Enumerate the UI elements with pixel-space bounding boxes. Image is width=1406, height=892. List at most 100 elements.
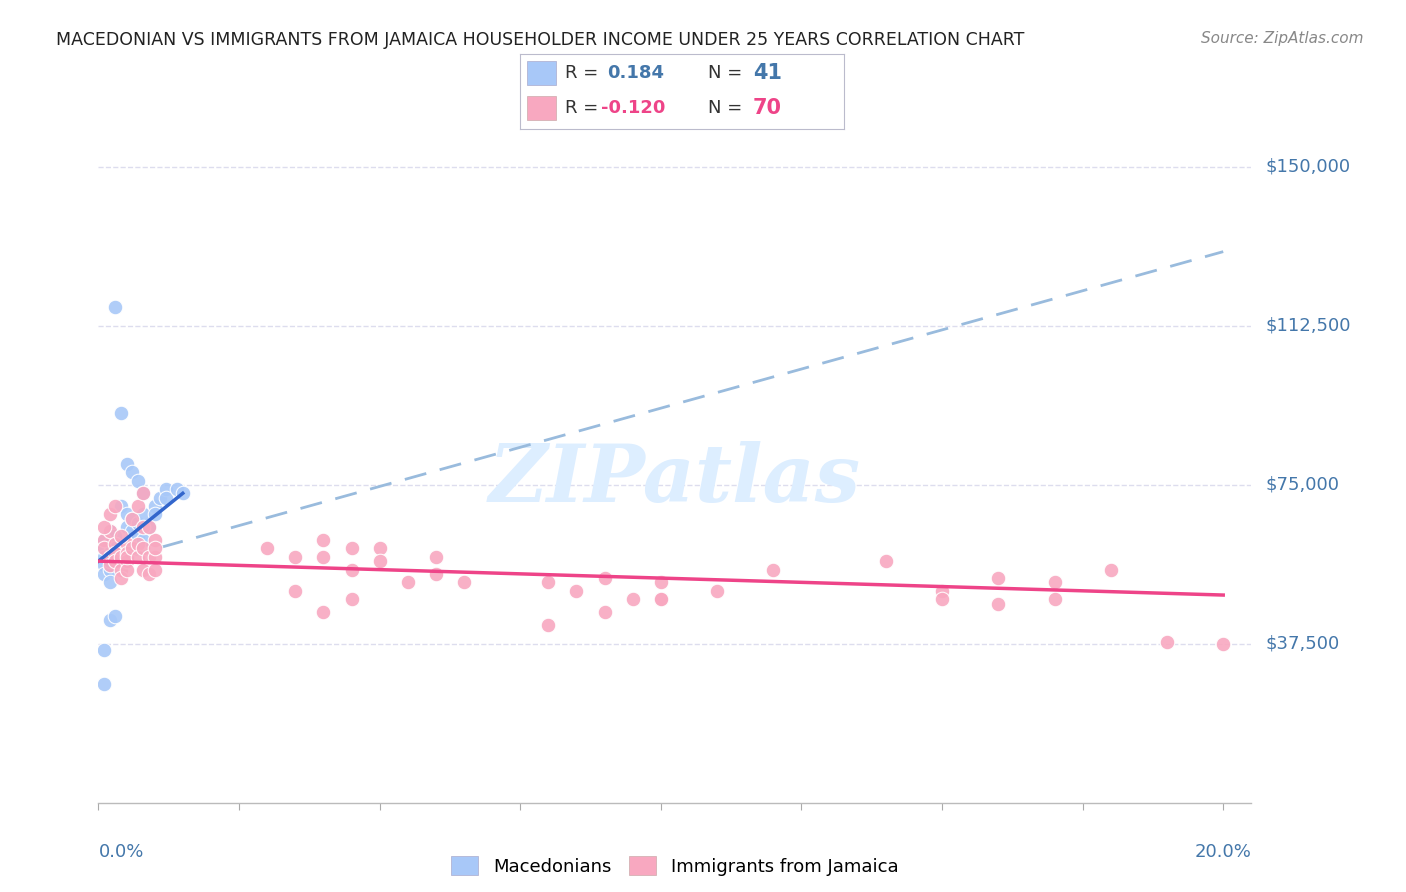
Point: [172, 486, 194, 500]
Point: [104, 537, 127, 551]
Point: [93, 533, 115, 547]
Point: [121, 465, 143, 479]
Point: [98, 546, 121, 560]
Point: [132, 520, 155, 534]
Point: [650, 575, 672, 590]
Point: [132, 486, 155, 500]
Point: [256, 541, 278, 556]
Text: N =: N =: [707, 64, 748, 82]
Point: [143, 549, 166, 564]
Point: [115, 508, 138, 522]
Point: [98, 558, 121, 573]
Point: [138, 566, 160, 581]
Point: [127, 516, 149, 530]
Bar: [527, 62, 555, 86]
Point: [537, 575, 560, 590]
Point: [706, 583, 728, 598]
Point: [132, 486, 155, 500]
Point: [143, 533, 166, 547]
Point: [143, 541, 166, 556]
Point: [127, 529, 149, 543]
Point: [1043, 575, 1066, 590]
Point: [93, 677, 115, 691]
Point: [115, 520, 138, 534]
Point: [132, 563, 155, 577]
Bar: [527, 96, 555, 120]
Point: [98, 537, 121, 551]
Point: [98, 508, 121, 522]
Point: [115, 563, 138, 577]
Text: 0.184: 0.184: [607, 64, 665, 82]
Point: [104, 609, 127, 624]
Point: [132, 508, 155, 522]
Text: 70: 70: [754, 98, 782, 118]
Point: [143, 508, 166, 522]
Point: [104, 541, 127, 556]
Point: [340, 563, 363, 577]
Point: [1156, 634, 1178, 648]
Point: [565, 583, 588, 598]
Point: [98, 549, 121, 564]
Point: [115, 457, 138, 471]
Point: [98, 575, 121, 590]
Point: [987, 571, 1010, 585]
Point: [1043, 592, 1066, 607]
Point: [425, 549, 447, 564]
Point: [93, 566, 115, 581]
Point: [425, 566, 447, 581]
Text: R =: R =: [565, 64, 605, 82]
Point: [762, 563, 785, 577]
Point: [155, 491, 177, 505]
Point: [340, 541, 363, 556]
Point: [104, 499, 127, 513]
Point: [138, 520, 160, 534]
Point: [149, 491, 172, 505]
Text: N =: N =: [707, 99, 748, 117]
Point: [121, 512, 143, 526]
Point: [593, 571, 616, 585]
Point: [368, 554, 391, 568]
Point: [537, 617, 560, 632]
Point: [104, 300, 127, 314]
Text: $112,500: $112,500: [1265, 317, 1351, 334]
Point: [621, 592, 644, 607]
Text: 20.0%: 20.0%: [1195, 843, 1251, 861]
Text: ZIPatlas: ZIPatlas: [489, 442, 860, 519]
Point: [396, 575, 419, 590]
Point: [98, 614, 121, 628]
Point: [110, 406, 132, 420]
Point: [1099, 563, 1122, 577]
Point: [110, 499, 132, 513]
Point: [132, 541, 155, 556]
Point: [110, 563, 132, 577]
Point: [340, 592, 363, 607]
Point: [143, 563, 166, 577]
Text: $150,000: $150,000: [1265, 158, 1351, 176]
Point: [143, 499, 166, 513]
Point: [104, 537, 127, 551]
Point: [93, 558, 115, 573]
Legend: Macedonians, Immigrants from Jamaica: Macedonians, Immigrants from Jamaica: [444, 849, 905, 883]
Text: $75,000: $75,000: [1265, 475, 1340, 494]
Point: [121, 541, 143, 556]
Point: [1212, 637, 1234, 651]
Point: [104, 554, 127, 568]
Point: [93, 541, 115, 556]
Point: [127, 499, 149, 513]
Point: [593, 605, 616, 619]
Text: 41: 41: [754, 63, 782, 83]
Point: [98, 554, 121, 568]
Point: [104, 529, 127, 543]
Text: MACEDONIAN VS IMMIGRANTS FROM JAMAICA HOUSEHOLDER INCOME UNDER 25 YEARS CORRELAT: MACEDONIAN VS IMMIGRANTS FROM JAMAICA HO…: [56, 31, 1025, 49]
Point: [127, 474, 149, 488]
Point: [115, 549, 138, 564]
Point: [155, 482, 177, 496]
Point: [650, 592, 672, 607]
Point: [931, 583, 953, 598]
Point: [284, 549, 307, 564]
Point: [93, 541, 115, 556]
Point: [987, 597, 1010, 611]
Point: [312, 549, 335, 564]
Text: 0.0%: 0.0%: [98, 843, 143, 861]
Point: [284, 583, 307, 598]
